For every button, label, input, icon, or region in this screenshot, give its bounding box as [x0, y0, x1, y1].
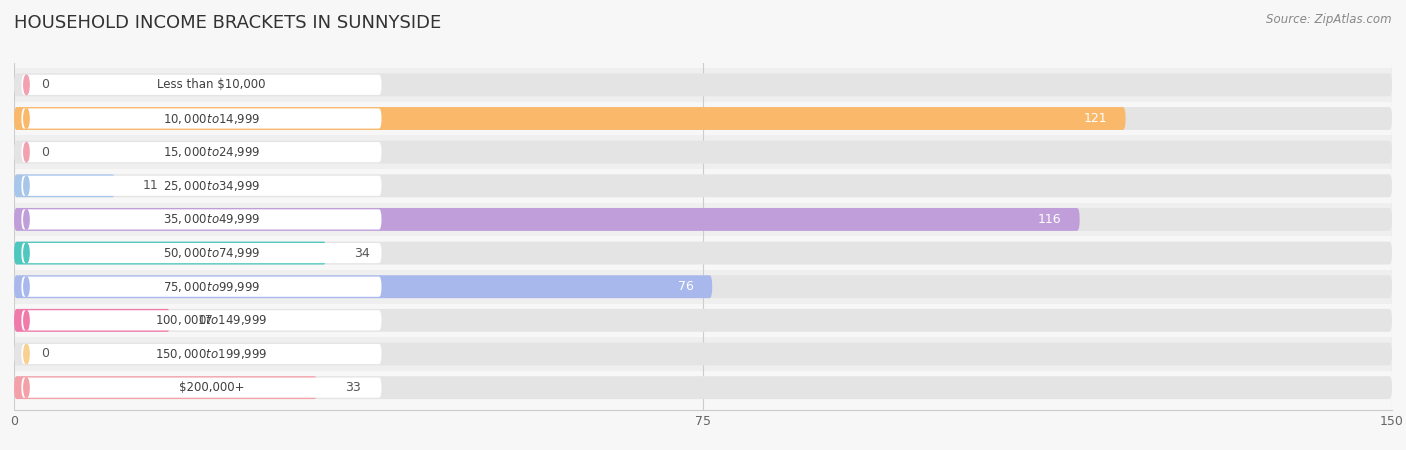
FancyBboxPatch shape: [14, 242, 1392, 265]
FancyBboxPatch shape: [21, 209, 381, 230]
FancyBboxPatch shape: [21, 142, 381, 162]
FancyBboxPatch shape: [21, 378, 381, 398]
Circle shape: [24, 344, 30, 364]
FancyBboxPatch shape: [21, 75, 381, 95]
Text: HOUSEHOLD INCOME BRACKETS IN SUNNYSIDE: HOUSEHOLD INCOME BRACKETS IN SUNNYSIDE: [14, 14, 441, 32]
Text: $15,000 to $24,999: $15,000 to $24,999: [163, 145, 260, 159]
FancyBboxPatch shape: [14, 174, 115, 197]
FancyBboxPatch shape: [14, 174, 1392, 197]
Circle shape: [24, 109, 30, 128]
FancyBboxPatch shape: [14, 169, 1392, 202]
FancyBboxPatch shape: [14, 236, 1392, 270]
FancyBboxPatch shape: [14, 135, 1392, 169]
Text: $200,000+: $200,000+: [179, 381, 245, 394]
Text: 33: 33: [344, 381, 360, 394]
FancyBboxPatch shape: [14, 242, 326, 265]
FancyBboxPatch shape: [21, 243, 381, 263]
FancyBboxPatch shape: [14, 68, 1392, 102]
Text: Source: ZipAtlas.com: Source: ZipAtlas.com: [1267, 14, 1392, 27]
FancyBboxPatch shape: [14, 275, 713, 298]
FancyBboxPatch shape: [21, 108, 381, 129]
Text: $75,000 to $99,999: $75,000 to $99,999: [163, 280, 260, 294]
Text: 34: 34: [354, 247, 370, 260]
Text: 11: 11: [142, 179, 159, 192]
Text: 17: 17: [198, 314, 214, 327]
Circle shape: [24, 277, 30, 297]
Text: 0: 0: [42, 146, 49, 159]
FancyBboxPatch shape: [14, 304, 1392, 337]
Circle shape: [24, 243, 30, 263]
FancyBboxPatch shape: [14, 376, 318, 399]
Text: 0: 0: [42, 78, 49, 91]
Circle shape: [24, 210, 30, 229]
Text: 0: 0: [42, 347, 49, 360]
Circle shape: [24, 142, 30, 162]
FancyBboxPatch shape: [14, 337, 1392, 371]
FancyBboxPatch shape: [14, 208, 1392, 231]
Text: $35,000 to $49,999: $35,000 to $49,999: [163, 212, 260, 226]
Text: 116: 116: [1038, 213, 1062, 226]
FancyBboxPatch shape: [14, 376, 1392, 399]
FancyBboxPatch shape: [14, 270, 1392, 304]
Text: 121: 121: [1084, 112, 1107, 125]
FancyBboxPatch shape: [14, 275, 1392, 298]
FancyBboxPatch shape: [21, 176, 381, 196]
FancyBboxPatch shape: [14, 309, 1392, 332]
FancyBboxPatch shape: [14, 73, 1392, 96]
Text: $10,000 to $14,999: $10,000 to $14,999: [163, 112, 260, 126]
FancyBboxPatch shape: [21, 310, 381, 330]
FancyBboxPatch shape: [14, 107, 1392, 130]
Circle shape: [24, 75, 30, 94]
Text: Less than $10,000: Less than $10,000: [157, 78, 266, 91]
FancyBboxPatch shape: [14, 107, 1126, 130]
Text: $25,000 to $34,999: $25,000 to $34,999: [163, 179, 260, 193]
FancyBboxPatch shape: [14, 141, 1392, 164]
FancyBboxPatch shape: [14, 309, 170, 332]
Text: 76: 76: [678, 280, 693, 293]
FancyBboxPatch shape: [21, 344, 381, 364]
Text: $50,000 to $74,999: $50,000 to $74,999: [163, 246, 260, 260]
Circle shape: [24, 378, 30, 397]
FancyBboxPatch shape: [14, 202, 1392, 236]
FancyBboxPatch shape: [14, 371, 1392, 405]
FancyBboxPatch shape: [21, 277, 381, 297]
Circle shape: [24, 310, 30, 330]
FancyBboxPatch shape: [14, 342, 1392, 365]
Text: $150,000 to $199,999: $150,000 to $199,999: [155, 347, 267, 361]
FancyBboxPatch shape: [14, 208, 1080, 231]
Circle shape: [24, 176, 30, 196]
Text: $100,000 to $149,999: $100,000 to $149,999: [155, 313, 267, 327]
FancyBboxPatch shape: [14, 102, 1392, 135]
